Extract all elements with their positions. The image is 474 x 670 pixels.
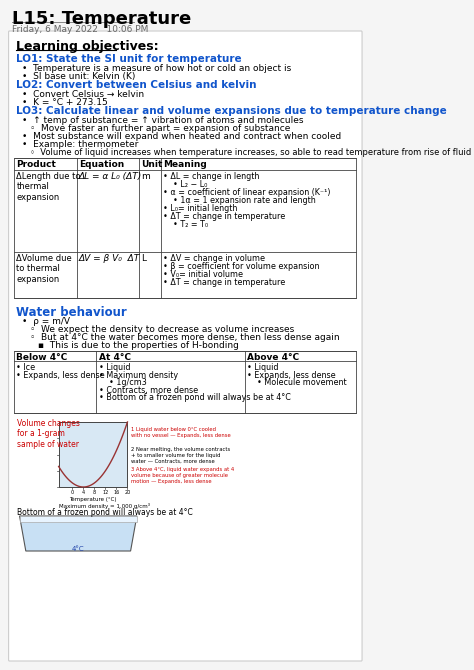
Bar [14,351,356,413]
Text: 20: 20 [124,490,130,495]
Text: •  SI base unit: Kelvin (K): • SI base unit: Kelvin (K) [22,72,135,81]
Text: • Contracts, more dense: • Contracts, more dense [99,385,198,395]
Text: •  Convert Celsius → kelvin: • Convert Celsius → kelvin [22,90,144,99]
Text: • Bottom of a frozen pond will always be at 4°C: • Bottom of a frozen pond will always be… [99,393,291,402]
Text: 0: 0 [71,490,74,495]
Text: LO2: Convert between Celsius and kelvin: LO2: Convert between Celsius and kelvin [16,80,256,90]
Text: •  ↑ temp of substance = ↑ vibration of atoms and molecules: • ↑ temp of substance = ↑ vibration of a… [22,116,303,125]
Text: •  Example: thermometer: • Example: thermometer [22,140,138,149]
Text: ◦  But at 4°C the water becomes more dense, then less dense again: ◦ But at 4°C the water becomes more dens… [30,333,339,342]
Text: • ΔL = change in length: • ΔL = change in length [164,172,260,181]
Text: Unit: Unit [142,160,163,169]
Text: • L₀= initial length: • L₀= initial length [164,204,238,213]
Bar [14,158,356,298]
Text: • L₂ − L₀: • L₂ − L₀ [164,180,208,189]
Text: At 4°C: At 4°C [99,353,130,362]
Text: Bottom of a frozen pond will always be at 4°C: Bottom of a frozen pond will always be a… [17,508,193,517]
Text: ΔVolume due
to thermal
expansion: ΔVolume due to thermal expansion [17,254,72,284]
Text: Product: Product [17,160,56,169]
Text: ◦  Volume of liquid increases when temperature increases, so able to read temper: ◦ Volume of liquid increases when temper… [30,148,471,157]
FancyBboxPatch shape [9,31,362,661]
Polygon shape [19,516,137,522]
Text: Temperature (°C): Temperature (°C) [69,497,117,502]
Text: 16: 16 [113,490,119,495]
Text: • 1α = 1 expansion rate and length: • 1α = 1 expansion rate and length [164,196,316,205]
Text: • Expands, less dense: • Expands, less dense [17,371,105,379]
Text: L: L [142,254,146,263]
Text: 8: 8 [93,490,96,495]
Text: Volume changes
for a 1-gram
sample of water: Volume changes for a 1-gram sample of wa… [17,419,80,449]
Text: 2 Near melting, the volume contracts
+ to smaller volume for the liquid
water — : 2 Near melting, the volume contracts + t… [131,447,230,464]
Text: • Expands, less dense: • Expands, less dense [247,371,336,379]
Text: • ΔV = change in volume: • ΔV = change in volume [164,254,265,263]
Text: • 1g/cm3: • 1g/cm3 [99,378,146,387]
Text: 4°C: 4°C [72,546,84,552]
Text: ΔL = α L₀ (ΔT): ΔL = α L₀ (ΔT) [79,172,142,181]
Text: ◦  Move faster an further apart = expansion of substance: ◦ Move faster an further apart = expansi… [30,124,290,133]
Text: Friday, 6 May 2022   10:06 PM: Friday, 6 May 2022 10:06 PM [12,25,148,34]
Text: ◦  We expect the density to decrease as volume increases: ◦ We expect the density to decrease as v… [30,325,294,334]
Text: L15: Temperature: L15: Temperature [12,10,191,28]
Text: ΔV = β V₀  ΔT: ΔV = β V₀ ΔT [79,254,140,263]
Text: 4: 4 [82,490,85,495]
Text: •  K = °C + 273.15: • K = °C + 273.15 [22,98,108,107]
Text: • V₀= initial volume: • V₀= initial volume [164,270,244,279]
Text: Learning objectives:: Learning objectives: [16,40,158,53]
Text: LO1: State the SI unit for temperature: LO1: State the SI unit for temperature [16,54,241,64]
Text: • Maximum density: • Maximum density [99,371,178,379]
Text: •  Temperature is a measure of how hot or cold an object is: • Temperature is a measure of how hot or… [22,64,291,73]
Text: 3 Above 4°C, liquid water expands at 4
volume because of greater molecule
motion: 3 Above 4°C, liquid water expands at 4 v… [131,467,234,484]
Text: • Ice: • Ice [17,363,36,372]
Text: Maximum density = 1.000 g/cm³: Maximum density = 1.000 g/cm³ [59,503,150,509]
Text: m: m [142,172,150,181]
Bar [59,422,128,487]
Text: • Liquid: • Liquid [99,363,130,372]
Text: • ΔT = change in temperature: • ΔT = change in temperature [164,212,286,221]
Text: ΔLength due to
thermal
expansion: ΔLength due to thermal expansion [17,172,81,202]
Text: LO3: Calculate linear and volume expansions due to temperature change: LO3: Calculate linear and volume expansi… [16,106,447,116]
Text: ▪  This is due to the properties of H-bonding: ▪ This is due to the properties of H-bon… [37,341,238,350]
Text: 1 Liquid water below 0°C cooled
with no vessel — Expands, less dense: 1 Liquid water below 0°C cooled with no … [131,427,230,438]
Text: • Molecule movement: • Molecule movement [247,378,346,387]
Text: Meaning: Meaning [164,160,207,169]
Text: • ΔT = change in temperature: • ΔT = change in temperature [164,278,286,287]
Text: • β = coefficient for volume expansion: • β = coefficient for volume expansion [164,262,320,271]
Text: Above 4°C: Above 4°C [247,353,299,362]
Text: •  Most substance will expand when heated and contract when cooled: • Most substance will expand when heated… [22,132,341,141]
Text: Equation: Equation [79,160,124,169]
Text: • Liquid: • Liquid [247,363,279,372]
Text: Water behaviour: Water behaviour [16,306,127,319]
Text: •  ρ = m/V: • ρ = m/V [22,317,70,326]
Text: • α = coefficient of linear expansion (K⁻¹): • α = coefficient of linear expansion (K… [164,188,331,197]
Text: 12: 12 [102,490,109,495]
Text: Below 4°C: Below 4°C [17,353,68,362]
Polygon shape [19,516,137,551]
Text: • T₂ = T₀: • T₂ = T₀ [164,220,209,229]
